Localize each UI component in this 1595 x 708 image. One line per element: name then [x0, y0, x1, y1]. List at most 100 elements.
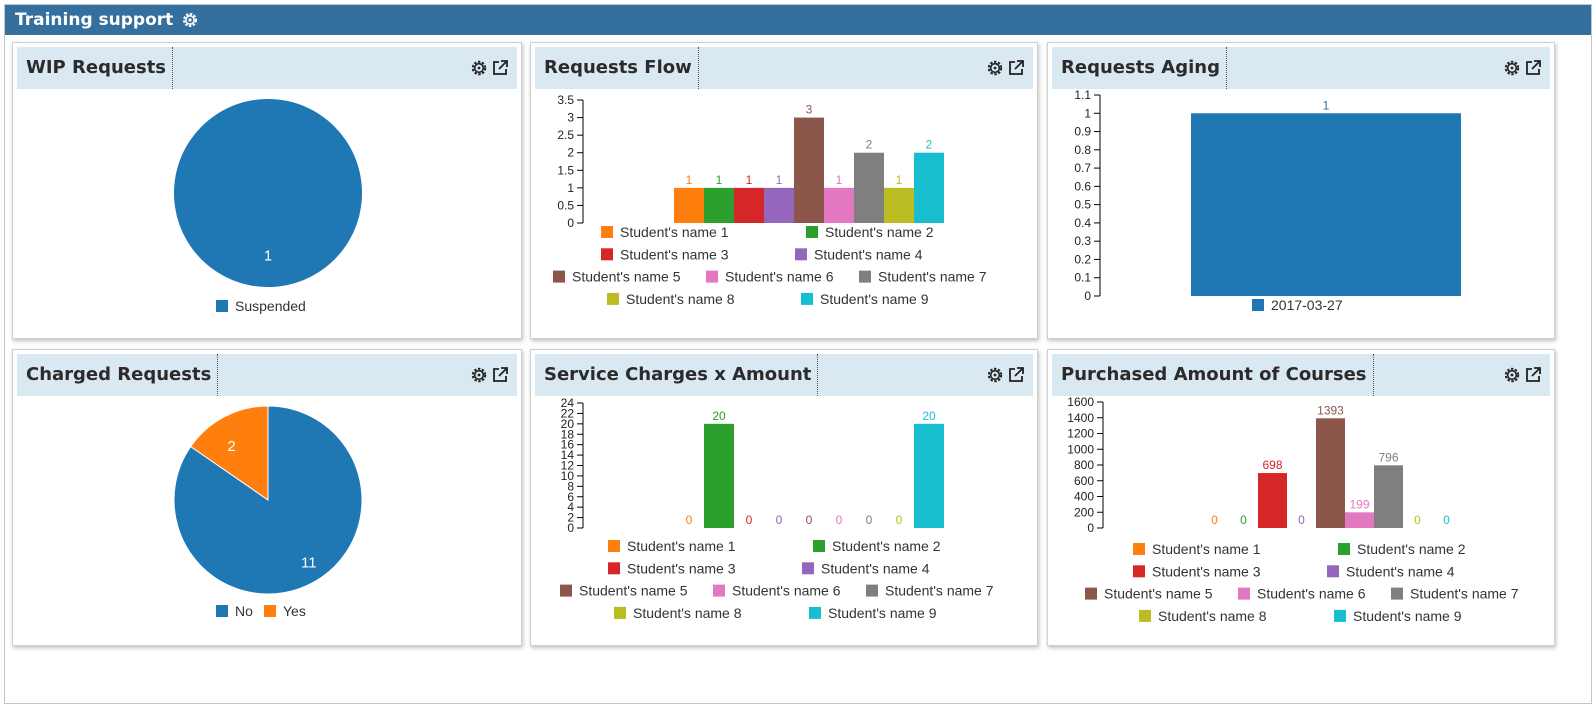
external-link-icon[interactable] — [491, 59, 509, 77]
legend-label: Student's name 1 — [620, 224, 729, 240]
bar[interactable] — [704, 423, 734, 528]
bar-data-label: 199 — [1349, 497, 1369, 511]
legend-swatch — [795, 248, 807, 261]
y-tick-label: 600 — [1074, 474, 1094, 488]
gear-icon[interactable] — [470, 59, 488, 77]
panel-title: Requests Aging — [1061, 47, 1227, 89]
external-link-icon[interactable] — [1524, 59, 1542, 77]
external-link-icon[interactable] — [1007, 366, 1025, 384]
bar[interactable] — [1316, 418, 1345, 528]
bar[interactable] — [764, 187, 794, 223]
bar[interactable] — [794, 117, 824, 223]
bar-data-label: 0 — [836, 513, 843, 527]
legend-label: Student's name 7 — [878, 269, 987, 285]
y-tick-label: 8 — [567, 479, 574, 493]
bar[interactable] — [884, 187, 914, 223]
external-link-icon[interactable] — [491, 366, 509, 384]
y-tick-label: 0 — [1084, 289, 1091, 303]
y-tick-label: 3 — [567, 111, 574, 125]
bar-data-label: 698 — [1262, 458, 1282, 472]
panel-header: Purchased Amount of Courses — [1052, 354, 1550, 396]
legend-label: Student's name 8 — [633, 605, 742, 621]
panel-charged-requests: Charged Requests 2 11 No Yes — [12, 349, 522, 646]
legend-swatch — [601, 248, 613, 261]
y-tick-label: 0.1 — [1074, 271, 1091, 285]
bar-data-label: 1 — [776, 173, 783, 187]
legend-label: Student's name 4 — [814, 246, 923, 262]
bar[interactable] — [914, 423, 944, 528]
bar[interactable] — [1345, 512, 1374, 528]
gear-icon[interactable] — [986, 59, 1004, 77]
legend-label: Student's name 5 — [579, 583, 688, 599]
legend-swatch — [801, 292, 813, 305]
legend-swatch — [1139, 609, 1151, 622]
legend-label: Student's name 1 — [1152, 541, 1261, 557]
bar[interactable] — [1191, 113, 1461, 296]
legend-swatch — [216, 300, 228, 312]
y-tick-label: 1000 — [1067, 442, 1094, 456]
gear-icon[interactable] — [470, 366, 488, 384]
bar[interactable] — [854, 152, 884, 223]
pie-data-label: 11 — [301, 554, 317, 571]
bar-data-label: 1 — [746, 173, 753, 187]
y-tick-label: 24 — [561, 396, 575, 410]
legend-swatch — [608, 562, 620, 575]
y-tick-label: 10 — [561, 469, 575, 483]
panel-header: WIP Requests — [17, 47, 517, 89]
y-tick-label: 14 — [561, 448, 575, 462]
pie-data-label: 1 — [264, 248, 272, 265]
bar-data-label: 0 — [1298, 513, 1305, 527]
bar[interactable] — [1258, 473, 1287, 528]
bar-data-label: 0 — [686, 513, 693, 527]
panel-requests-flow: Requests Flow 0 0.5 1 1.5 2 2.5 3 3.5 1 1 1 1 3 1 2 1 2 St… — [530, 42, 1038, 339]
y-tick-label: 1200 — [1067, 427, 1094, 441]
bar[interactable] — [734, 187, 764, 223]
dashboard-titlebar: Training support — [5, 5, 1591, 35]
panel-title: Charged Requests — [26, 354, 219, 396]
legend-label: 2017-03-27 — [1271, 297, 1343, 313]
legend-swatch — [1391, 587, 1403, 600]
bar[interactable] — [674, 187, 704, 223]
y-tick-label: 2.5 — [557, 128, 574, 142]
bar-data-label: 0 — [866, 513, 873, 527]
y-tick-label: 6 — [567, 490, 574, 504]
pie-slice[interactable] — [173, 405, 363, 595]
gear-icon[interactable] — [181, 11, 199, 29]
legend-label: Student's name 5 — [572, 269, 681, 285]
gear-icon[interactable] — [986, 366, 1004, 384]
chart-requests-aging: 0 0.1 0.2 0.3 0.4 0.5 0.6 0.7 0.8 0.9 1 1.1 1 2017-03… — [1074, 88, 1461, 313]
pie-slice[interactable] — [189, 405, 269, 501]
pie-slice[interactable] — [174, 99, 362, 287]
legend-swatch — [553, 270, 565, 283]
y-tick-label: 0.9 — [1074, 125, 1091, 139]
bar-data-label: 0 — [1211, 513, 1218, 527]
bar-data-label: 2 — [926, 138, 933, 152]
legend-swatch — [614, 606, 626, 619]
legend-swatch — [264, 605, 276, 617]
legend-label: Student's name 3 — [620, 246, 729, 262]
panel-wip-requests: WIP Requests 1 Suspended — [12, 42, 522, 339]
y-tick-label: 400 — [1074, 490, 1094, 504]
y-tick-label: 0 — [567, 216, 574, 230]
bar-data-label: 0 — [776, 513, 783, 527]
external-link-icon[interactable] — [1524, 366, 1542, 384]
bar[interactable] — [824, 187, 854, 223]
gear-icon[interactable] — [1503, 59, 1521, 77]
panel-header: Charged Requests — [17, 354, 517, 396]
bar[interactable] — [704, 187, 734, 223]
bar-data-label: 1393 — [1317, 403, 1344, 417]
legend-swatch — [1327, 565, 1339, 578]
bar-data-label: 1 — [896, 173, 903, 187]
y-tick-label: 1400 — [1067, 411, 1094, 425]
legend-swatch — [1238, 587, 1250, 600]
y-tick-label: 0 — [567, 521, 574, 535]
y-tick-label: 0 — [1087, 521, 1094, 535]
bar-data-label: 3 — [806, 103, 813, 117]
gear-icon[interactable] — [1503, 366, 1521, 384]
bar[interactable] — [1374, 465, 1403, 528]
external-link-icon[interactable] — [1007, 59, 1025, 77]
bar[interactable] — [914, 152, 944, 223]
legend-swatch — [1334, 609, 1346, 622]
legend-label: Student's name 8 — [1158, 608, 1267, 624]
dashboard-title: Training support — [15, 10, 174, 30]
